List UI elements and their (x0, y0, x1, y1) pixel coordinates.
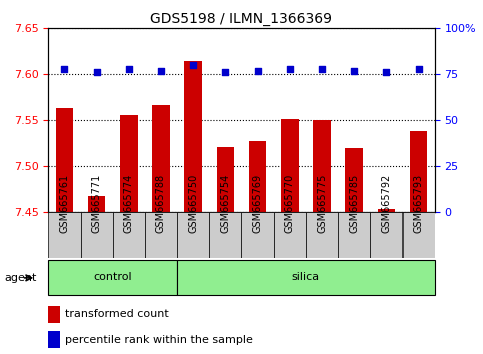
Bar (48, 306, 60, 323)
Text: percentile rank within the sample: percentile rank within the sample (65, 335, 253, 345)
Bar (145, 212, 177, 258)
Point (318, 66, 326, 72)
Point (222, 70, 229, 75)
Point (60, 66, 68, 72)
Bar (209, 212, 242, 258)
Text: GSM665788: GSM665788 (156, 174, 166, 233)
Bar (378, 209, 395, 212)
Title: GDS5198 / ILMN_1366369: GDS5198 / ILMN_1366369 (151, 12, 332, 26)
Text: GSM665792: GSM665792 (382, 174, 391, 233)
Bar (185, 62, 202, 212)
Bar (81, 212, 113, 258)
Text: GSM665793: GSM665793 (413, 174, 424, 233)
Bar (48, 261, 177, 295)
Point (254, 68, 261, 74)
Text: GSM665761: GSM665761 (59, 174, 70, 233)
Point (383, 70, 390, 75)
Point (350, 68, 358, 74)
Bar (249, 141, 267, 212)
Point (189, 62, 197, 68)
Bar (410, 131, 427, 212)
Bar (120, 115, 138, 212)
Bar (345, 148, 363, 212)
Text: GSM665769: GSM665769 (253, 174, 263, 233)
Bar (177, 212, 209, 258)
Bar (113, 212, 145, 258)
Bar (242, 212, 274, 258)
Bar (88, 196, 105, 212)
Bar (152, 105, 170, 212)
Point (125, 66, 133, 72)
Bar (216, 147, 234, 212)
Bar (177, 261, 435, 295)
Bar (48, 331, 60, 348)
Text: transformed count: transformed count (65, 309, 169, 319)
Point (286, 66, 294, 72)
Bar (274, 212, 306, 258)
Text: GSM665774: GSM665774 (124, 174, 134, 233)
Bar (306, 212, 338, 258)
Bar (56, 108, 73, 212)
Bar (313, 120, 331, 212)
Bar (402, 212, 435, 258)
Text: GSM665771: GSM665771 (92, 174, 101, 233)
Bar (281, 119, 298, 212)
Text: GSM665754: GSM665754 (220, 174, 230, 233)
Bar (48, 212, 81, 258)
Text: GSM665785: GSM665785 (349, 174, 359, 233)
Bar (370, 212, 402, 258)
Text: agent: agent (5, 273, 37, 283)
Point (415, 66, 423, 72)
Text: silica: silica (292, 272, 320, 282)
Text: GSM665750: GSM665750 (188, 174, 198, 233)
Point (157, 68, 165, 74)
Text: GSM665770: GSM665770 (285, 174, 295, 233)
Text: control: control (93, 272, 132, 282)
Text: GSM665775: GSM665775 (317, 174, 327, 233)
Point (93, 70, 100, 75)
Bar (338, 212, 370, 258)
